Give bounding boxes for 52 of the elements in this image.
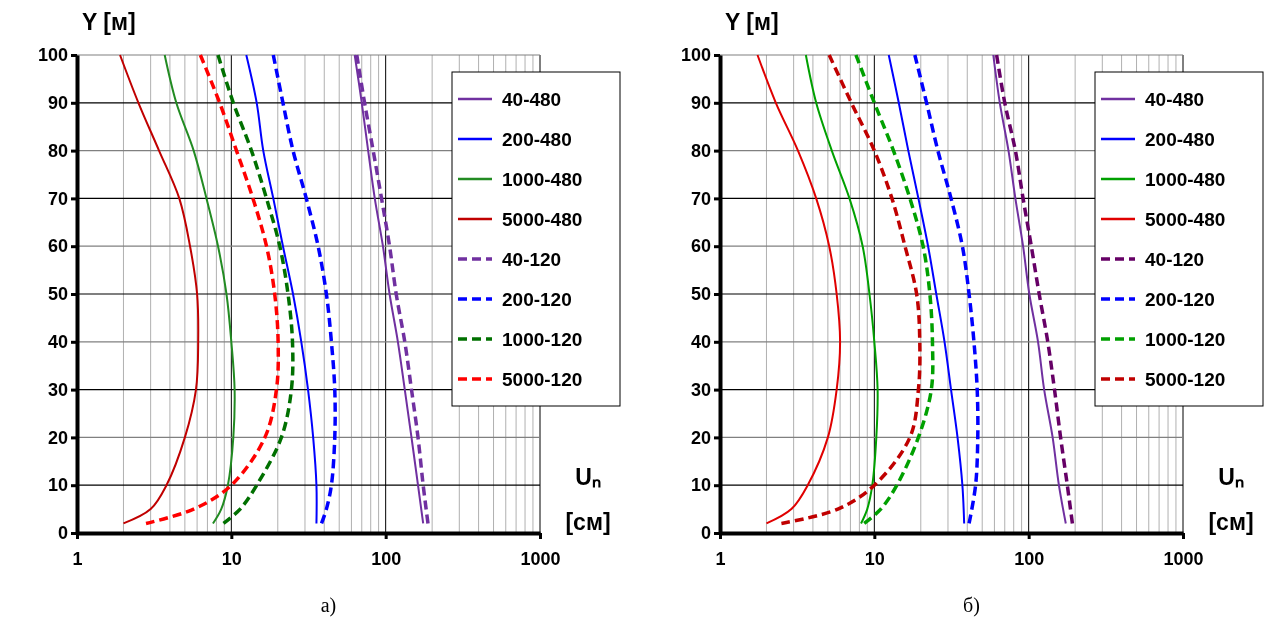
y-tick-label: 100 — [680, 45, 711, 66]
y-tick-label: 70 — [47, 188, 68, 209]
legend-label: 200-120 — [1145, 289, 1215, 310]
y-tick-label: 90 — [690, 93, 711, 114]
x-tick-label: 100 — [371, 549, 402, 570]
x-tick-label: 1 — [72, 549, 83, 570]
legend-label: 1000-480 — [1145, 169, 1226, 190]
y-axis-title: Y [м] — [82, 9, 136, 35]
y-tick-label: 10 — [690, 475, 711, 496]
y-tick-label: 0 — [57, 523, 68, 544]
legend-label: 40-120 — [502, 249, 562, 270]
y-tick-label: 60 — [47, 236, 68, 257]
y-tick-label: 70 — [690, 188, 711, 209]
y-tick-label: 0 — [700, 523, 711, 544]
x-axis-title: Uₙ [см] — [1208, 464, 1254, 535]
x-tick-label: 1000 — [520, 549, 561, 570]
legend-label: 200-480 — [502, 129, 572, 150]
x-axis-title: Uₙ [см] — [565, 464, 611, 535]
y-tick-label: 90 — [47, 93, 68, 114]
legend-label: 5000-120 — [502, 369, 583, 390]
legend-label: 5000-480 — [502, 209, 583, 230]
y-tick-label: 80 — [47, 140, 68, 161]
x-tick-label: 1 — [715, 549, 726, 570]
text: а) — [320, 594, 337, 617]
y-tick-label: 20 — [47, 427, 68, 448]
y-tick-label: 40 — [690, 332, 711, 353]
y-tick-label: 100 — [37, 45, 68, 66]
y-tick-label: 20 — [690, 427, 711, 448]
y-tick-label: 80 — [690, 140, 711, 161]
legend-label: 40-480 — [502, 89, 562, 110]
legend-label: 5000-480 — [1145, 209, 1226, 230]
legend-label: 1000-480 — [502, 169, 583, 190]
y-tick-label: 30 — [690, 379, 711, 400]
y-tick-label: 50 — [47, 284, 68, 305]
y-tick-label: 60 — [690, 236, 711, 257]
legend-label: 5000-120 — [1145, 369, 1226, 390]
legend-label: 40-480 — [1145, 89, 1205, 110]
legend-label: 200-120 — [502, 289, 572, 310]
x-tick-label: 10 — [221, 549, 242, 570]
y-tick-label: 50 — [690, 284, 711, 305]
x-tick-label: 1000 — [1163, 549, 1204, 570]
y-tick-label: 10 — [47, 475, 68, 496]
text: б) — [963, 594, 980, 617]
y-tick-label: 30 — [47, 379, 68, 400]
x-tick-label: 100 — [1014, 549, 1045, 570]
legend-label: 200-480 — [1145, 129, 1215, 150]
legend-label: 1000-120 — [1145, 329, 1226, 350]
x-tick-label: 10 — [864, 549, 885, 570]
y-axis-title: Y [м] — [725, 9, 779, 35]
legend-label: 1000-120 — [502, 329, 583, 350]
y-tick-label: 40 — [47, 332, 68, 353]
legend-label: 40-120 — [1145, 249, 1205, 270]
